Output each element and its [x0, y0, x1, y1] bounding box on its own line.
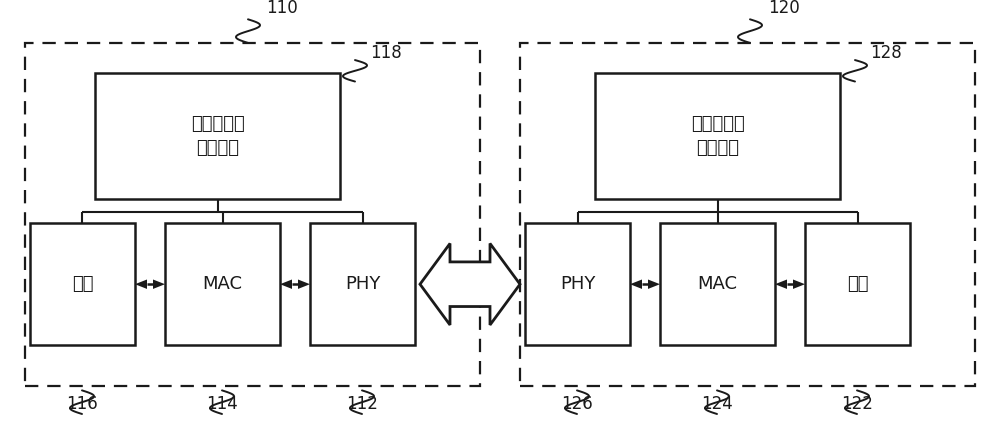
Text: PHY: PHY: [345, 275, 380, 293]
Bar: [95, 73, 340, 199]
Polygon shape: [280, 280, 292, 289]
Bar: [595, 73, 840, 199]
Text: 110: 110: [266, 0, 298, 17]
Text: 124: 124: [701, 395, 733, 413]
Text: 118: 118: [370, 44, 402, 62]
Polygon shape: [775, 280, 787, 289]
Text: 能效以太网
控制策略: 能效以太网 控制策略: [691, 115, 744, 157]
Polygon shape: [153, 280, 165, 289]
Polygon shape: [793, 280, 805, 289]
Bar: [30, 223, 135, 345]
Bar: [805, 223, 910, 345]
Bar: [520, 43, 975, 386]
Bar: [660, 223, 775, 345]
Polygon shape: [135, 280, 147, 289]
Bar: [525, 223, 630, 345]
Text: 主机: 主机: [847, 275, 868, 293]
Text: 能效以太网
控制策略: 能效以太网 控制策略: [191, 115, 244, 157]
Text: 主机: 主机: [72, 275, 93, 293]
Text: 128: 128: [870, 44, 902, 62]
Polygon shape: [298, 280, 310, 289]
Polygon shape: [420, 244, 520, 325]
Text: 120: 120: [768, 0, 800, 17]
Text: MAC: MAC: [698, 275, 738, 293]
Bar: [25, 43, 480, 386]
Text: MAC: MAC: [202, 275, 242, 293]
Text: 116: 116: [66, 395, 98, 413]
Bar: [165, 223, 280, 345]
Polygon shape: [648, 280, 660, 289]
Text: 122: 122: [841, 395, 873, 413]
Polygon shape: [630, 280, 642, 289]
Text: PHY: PHY: [560, 275, 595, 293]
Bar: [310, 223, 415, 345]
Text: 126: 126: [561, 395, 593, 413]
Text: 112: 112: [346, 395, 378, 413]
Text: 114: 114: [206, 395, 238, 413]
